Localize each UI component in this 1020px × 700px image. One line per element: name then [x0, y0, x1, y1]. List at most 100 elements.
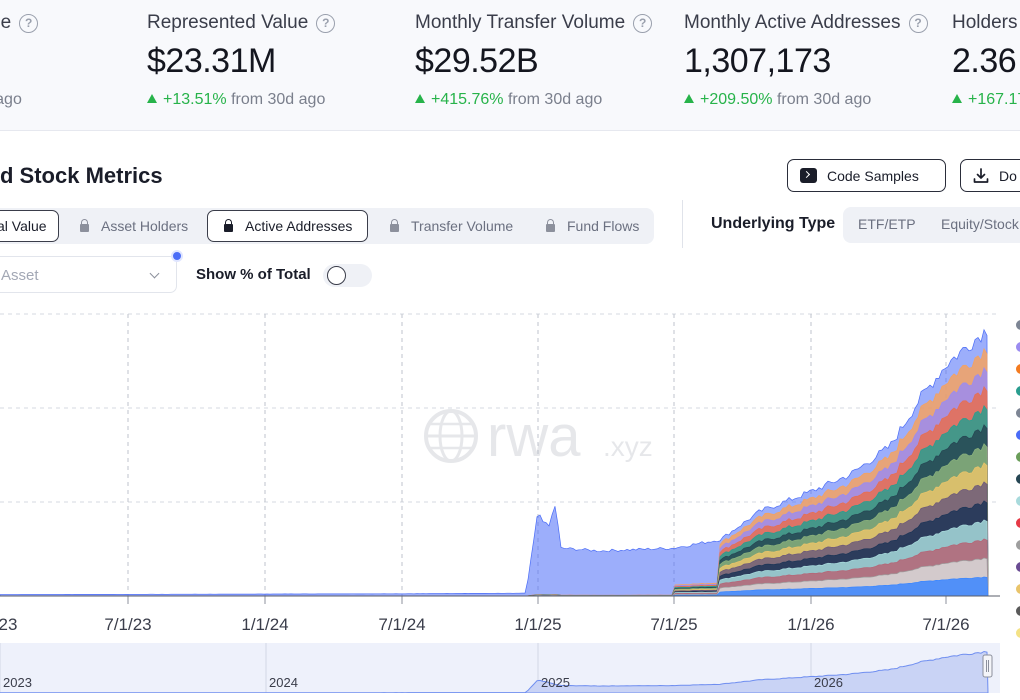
tab-fund-flows[interactable]: Fund Flows — [546, 210, 639, 242]
legend-marker[interactable] — [1016, 562, 1020, 572]
watermark-suffix: .xyz — [603, 431, 653, 462]
x-tick-label: 1/1/25 — [514, 615, 561, 632]
terminal-icon — [800, 168, 817, 183]
legend-marker[interactable] — [1016, 606, 1020, 616]
metric-label: Represented Value — [147, 12, 309, 33]
metric-change-pct: +415.76% — [431, 91, 504, 108]
legend-marker[interactable] — [1016, 452, 1020, 462]
chart-legend — [1010, 320, 1020, 650]
metrics-strip: Value? 30d ago Represented Value? $23.31… — [0, 0, 1020, 131]
metric-change-suffix: from 30d ago — [507, 91, 603, 108]
legend-marker[interactable] — [1016, 496, 1020, 506]
tab-label: Transfer Volume — [411, 218, 514, 234]
divider — [682, 200, 683, 248]
tab-asset-holders[interactable]: Asset Holders — [80, 210, 188, 242]
navigator-series — [0, 650, 989, 693]
metric-change-suffix: from 30d ago — [776, 91, 872, 108]
tab-transfer-volume[interactable]: Transfer Volume — [390, 210, 513, 242]
up-triangle-icon — [415, 94, 425, 103]
navigator-handle — [982, 654, 993, 678]
tab-total-value[interactable]: al Value — [0, 210, 59, 242]
section-title: d Stock Metrics — [0, 163, 163, 188]
underlying-type-tabs: ETF/ETP Equity/Stock — [843, 207, 1020, 243]
tab-label: Fund Flows — [567, 218, 640, 234]
active-addresses-chart[interactable]: rwa .xyz 23 7/1/23 1/1/24 7/1/24 1/1/25 7/1/2… — [0, 312, 1000, 632]
asset-select-placeholder: Asset — [1, 267, 39, 284]
underlying-type-label: Underlying Type — [711, 215, 836, 232]
navigator-labels: 2023 2024 2025 2026 — [3, 675, 843, 690]
legend-marker[interactable] — [1016, 628, 1020, 638]
navigator-label: 2023 — [3, 675, 32, 690]
legend-marker[interactable] — [1016, 386, 1020, 396]
help-icon[interactable]: ? — [316, 13, 336, 33]
legend-marker[interactable] — [1016, 364, 1020, 374]
x-tick-label: 1/1/26 — [787, 615, 834, 632]
x-tick-label: 23 — [0, 615, 17, 632]
metric-value: $23.31M — [147, 42, 276, 80]
show-pct-label: Show % of Total — [196, 266, 311, 283]
legend-marker[interactable] — [1016, 408, 1020, 418]
underlying-option-equity[interactable]: Equity/Stock — [941, 216, 1019, 232]
help-icon[interactable]: ? — [908, 13, 928, 33]
metric-change-suffix: 30d ago — [0, 91, 22, 108]
chevron-down-icon — [149, 268, 160, 279]
x-tick-label: 1/1/24 — [241, 615, 288, 632]
show-pct-toggle[interactable] — [323, 264, 372, 287]
navigator-area — [0, 650, 989, 693]
tab-label: al Value — [0, 218, 47, 234]
help-icon[interactable]: ? — [633, 13, 653, 33]
legend-marker[interactable] — [1016, 320, 1020, 330]
metric-label: Value — [0, 12, 12, 33]
x-tick-label: 7/1/23 — [104, 615, 151, 632]
tab-label: Asset Holders — [101, 218, 189, 234]
metric-change-pct: +167.17% — [968, 91, 1020, 108]
globe-icon — [424, 409, 478, 463]
underlying-option-etf[interactable]: ETF/ETP — [858, 216, 916, 232]
up-triangle-icon — [147, 94, 157, 103]
up-triangle-icon — [684, 94, 694, 103]
download-button[interactable]: Do — [960, 159, 1020, 192]
metric-change-pct: +209.50% — [700, 91, 773, 108]
metric-value: 2.36 — [952, 42, 1017, 80]
navigator-label: 2026 — [814, 675, 843, 690]
tab-label: Active Addresses — [245, 218, 353, 234]
download-icon — [973, 167, 989, 183]
chart-navigator[interactable]: 2023 2024 2025 2026 — [0, 643, 1000, 693]
metric-value: $29.52B — [415, 42, 539, 80]
metric-label: Monthly Active Addresses — [684, 12, 901, 33]
legend-marker[interactable] — [1016, 540, 1020, 550]
metric-label: Holders — [952, 12, 1018, 33]
legend-marker[interactable] — [1016, 430, 1020, 440]
up-triangle-icon — [952, 94, 962, 103]
toggle-knob — [327, 266, 346, 285]
rwa-watermark: rwa .xyz — [424, 404, 653, 469]
metric-change-suffix: from 30d ago — [231, 91, 326, 108]
metric-label: Monthly Transfer Volume — [415, 12, 626, 33]
x-axis-ticks: 23 7/1/23 1/1/24 7/1/24 1/1/25 7/1/25 1/1/26 7/… — [0, 595, 1000, 632]
lock-icon — [224, 219, 233, 232]
legend-marker[interactable] — [1016, 518, 1020, 528]
legend-marker[interactable] — [1016, 584, 1020, 594]
series-area — [0, 328, 989, 597]
tab-active-addresses[interactable]: Active Addresses — [207, 210, 368, 242]
navigator-label: 2025 — [541, 675, 570, 690]
metric-value: 1,307,173 — [684, 42, 831, 80]
metric-tabs: al Value Asset Holders Active Addresses … — [0, 208, 654, 244]
chart-areas — [0, 328, 989, 597]
lock-icon — [390, 219, 399, 232]
code-samples-button[interactable]: Code Samples — [787, 159, 946, 192]
legend-marker[interactable] — [1016, 342, 1020, 352]
lock-icon — [546, 219, 555, 232]
lock-icon — [80, 219, 89, 232]
help-icon[interactable]: ? — [19, 13, 39, 33]
asset-select[interactable]: Asset — [0, 256, 177, 293]
x-tick-label: 7/1/24 — [378, 615, 425, 632]
filter-indicator-dot — [171, 250, 183, 262]
x-tick-label: 7/1/25 — [650, 615, 697, 632]
metric-change-pct: +13.51% — [163, 91, 227, 108]
legend-marker[interactable] — [1016, 474, 1020, 484]
navigator-label: 2024 — [269, 675, 298, 690]
code-samples-label: Code Samples — [827, 167, 919, 184]
watermark-brand: rwa — [487, 404, 581, 469]
download-label: Do — [999, 167, 1017, 184]
